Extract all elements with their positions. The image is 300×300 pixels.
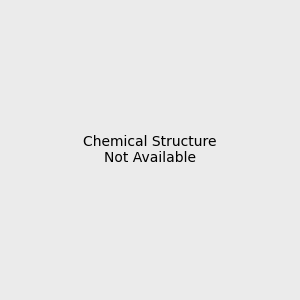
Text: Chemical Structure
Not Available: Chemical Structure Not Available [83,135,217,165]
